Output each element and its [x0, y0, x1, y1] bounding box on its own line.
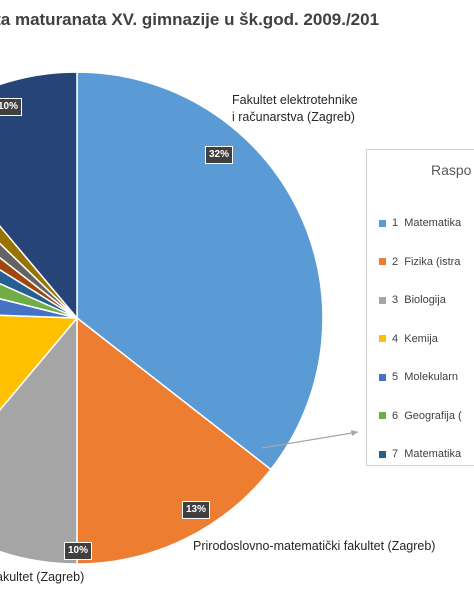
data-label-1: 32%: [205, 146, 234, 164]
legend-label: 4 Kemija: [392, 332, 438, 345]
leader-line: [261, 431, 359, 449]
legend-label: 2 Fizika (istra: [392, 255, 461, 268]
category-label-2: Prirodoslovno-matematički fakultet (Zagr…: [193, 539, 436, 553]
pie-slice-4: [0, 314, 79, 411]
legend-swatch: [379, 296, 386, 304]
pie-slice-11: [0, 71, 78, 321]
legend-label: 1 Matematika: [392, 217, 462, 229]
pie-slice-2: [76, 316, 272, 565]
leader-arrow: [351, 430, 358, 436]
legend-item-4: 4 Kemija: [379, 333, 438, 345]
legend-item-5: 5 Molekularn: [379, 371, 458, 383]
legend-swatch: [379, 373, 386, 381]
legend-swatch: [379, 335, 386, 342]
legend-label: 7 Matematika: [392, 448, 462, 460]
chart-title: teta maturanata XV. gimnazije u šk.god. …: [0, 10, 380, 29]
legend-item-2: 2 Fizika (istra: [379, 256, 460, 268]
legend-item-3: 3 Biologija: [379, 294, 446, 306]
legend-label: 3 Biologija: [392, 294, 446, 306]
legend-title: Raspo: [431, 162, 472, 178]
legend-swatch: [379, 412, 386, 419]
data-label-2: 13%: [182, 501, 211, 519]
legend-item-7: 7 Matematika: [379, 448, 461, 460]
legend-swatch: [379, 219, 386, 227]
category-label-3: akultet (Zagreb): [0, 570, 85, 584]
pie-slice-3: [0, 315, 78, 565]
data-label-11: 10%: [0, 98, 23, 116]
pie-slice-1: [76, 71, 324, 471]
legend-item-6: 6 Geografija (: [379, 410, 462, 422]
legend-label: 5 Molekularn: [392, 371, 459, 383]
legend-item-1: 1 Matematika: [379, 217, 461, 229]
data-label-3: 10%: [64, 542, 93, 560]
legend-swatch: [379, 258, 386, 265]
legend-swatch: [379, 450, 386, 458]
legend-label: 6 Geografija (: [392, 409, 462, 422]
legend: Raspo 1 Matematika 2 Fizika (istra 3 Biolo…: [366, 149, 474, 466]
category-label-1: Fakultet elektrotehnike i računarstva (Z…: [232, 93, 358, 124]
pie-slice-5: [0, 298, 78, 319]
